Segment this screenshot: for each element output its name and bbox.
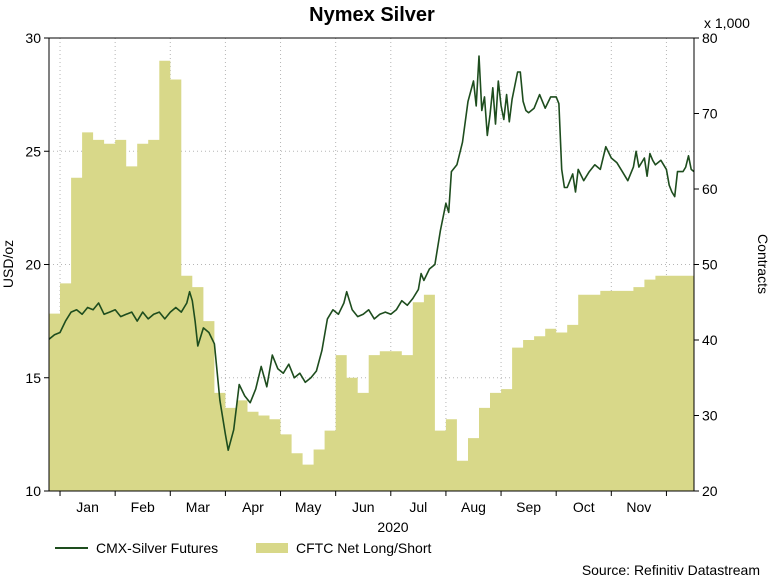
left-tick-label: 25 (25, 143, 41, 159)
x-tick-label: Oct (573, 499, 595, 515)
right-tick-label: 20 (702, 483, 718, 499)
y-axis-label-right: Contracts (755, 234, 771, 294)
x-tick-label: Feb (131, 499, 155, 515)
area-layer (49, 60, 694, 491)
left-axis: 10 15 20 25 30 (25, 30, 49, 499)
left-tick-label: 15 (25, 370, 41, 386)
x-tick-label: Nov (626, 499, 651, 515)
x-tick-label: Aug (461, 499, 486, 515)
right-axis: 20 30 40 50 60 70 80 (694, 30, 718, 499)
line-layer (48, 55, 695, 452)
right-tick-label: 50 (702, 257, 718, 273)
x-tick-label: Jul (409, 499, 427, 515)
x-tick-label: Jan (76, 499, 99, 515)
x-tick-label: Jun (352, 499, 375, 515)
x-tick-label: Sep (516, 499, 541, 515)
x-tick-label: Apr (242, 499, 264, 515)
source-note: Source: Refinitiv Datastream (582, 562, 760, 578)
legend-label-cftc: CFTC Net Long/Short (296, 540, 431, 556)
right-tick-label: 80 (702, 30, 718, 46)
x-axis-label: 2020 (377, 519, 408, 535)
legend-swatch-area (256, 543, 288, 553)
left-tick-label: 20 (25, 257, 41, 273)
right-tick-label: 40 (702, 332, 718, 348)
legend: CMX-Silver Futures CFTC Net Long/Short (55, 540, 431, 556)
legend-label-futures: CMX-Silver Futures (96, 540, 218, 556)
left-tick-label: 30 (25, 30, 41, 46)
right-tick-label: 70 (702, 106, 718, 122)
right-tick-label: 60 (702, 181, 718, 197)
x-tick-label: May (295, 499, 321, 515)
x-axis: Jan Feb Mar Apr May Jun Jul Aug Sep Oct Nov (59, 491, 667, 515)
right-axis-multiplier: x 1,000 (704, 15, 750, 31)
right-tick-label: 30 (702, 408, 718, 424)
left-tick-label: 10 (25, 483, 41, 499)
series-line-silver (48, 55, 695, 452)
y-axis-label-left: USD/oz (0, 240, 16, 288)
chart-title: Nymex Silver (309, 4, 435, 26)
x-tick-label: Mar (186, 499, 210, 515)
series-area-cftc (49, 60, 694, 491)
